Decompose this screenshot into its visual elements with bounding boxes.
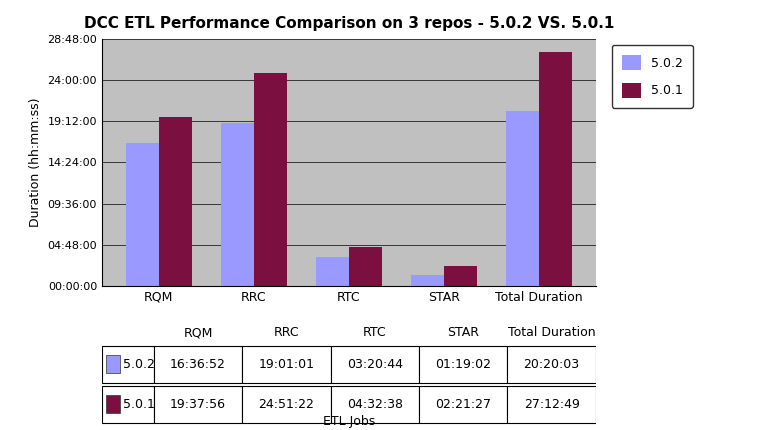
Bar xyxy=(159,117,192,286)
Text: 16:36:52: 16:36:52 xyxy=(170,358,226,371)
Bar xyxy=(331,346,419,383)
Bar xyxy=(444,266,477,286)
Text: 03:20:44: 03:20:44 xyxy=(347,358,403,371)
Bar xyxy=(106,396,120,414)
Text: 20:20:03: 20:20:03 xyxy=(524,358,579,371)
Bar xyxy=(102,346,154,383)
Legend: 5.0.2, 5.0.1: 5.0.2, 5.0.1 xyxy=(612,45,692,108)
Bar xyxy=(106,355,120,373)
Bar xyxy=(254,73,287,286)
Bar xyxy=(242,386,331,423)
Text: RTC: RTC xyxy=(363,326,387,339)
Bar xyxy=(507,386,596,423)
Bar xyxy=(154,386,242,423)
Bar xyxy=(411,275,444,286)
Text: 24:51:22: 24:51:22 xyxy=(259,398,314,411)
Text: RQM: RQM xyxy=(183,326,212,339)
Bar xyxy=(349,247,382,286)
Text: RRC: RRC xyxy=(274,326,299,339)
Text: STAR: STAR xyxy=(447,326,479,339)
Text: 02:21:27: 02:21:27 xyxy=(435,398,492,411)
Bar xyxy=(539,52,572,286)
Bar xyxy=(316,257,349,286)
Text: 5.0.2: 5.0.2 xyxy=(122,358,154,371)
Text: 27:12:49: 27:12:49 xyxy=(524,398,579,411)
Bar xyxy=(102,386,154,423)
Text: 01:19:02: 01:19:02 xyxy=(435,358,492,371)
Title: DCC ETL Performance Comparison on 3 repos - 5.0.2 VS. 5.0.1: DCC ETL Performance Comparison on 3 repo… xyxy=(84,15,614,31)
Text: ETL Jobs: ETL Jobs xyxy=(323,415,375,428)
Bar xyxy=(220,123,254,286)
Text: 19:01:01: 19:01:01 xyxy=(259,358,314,371)
Bar xyxy=(125,143,159,286)
Bar xyxy=(506,111,539,286)
Y-axis label: Duration (hh:mm:ss): Duration (hh:mm:ss) xyxy=(29,98,42,227)
Bar xyxy=(419,386,507,423)
Bar xyxy=(242,346,331,383)
Text: 04:32:38: 04:32:38 xyxy=(347,398,403,411)
Text: Total Duration: Total Duration xyxy=(508,326,595,339)
Text: 5.0.1: 5.0.1 xyxy=(122,398,154,411)
Text: 19:37:56: 19:37:56 xyxy=(170,398,226,411)
Bar xyxy=(507,346,596,383)
Bar xyxy=(154,346,242,383)
Bar xyxy=(331,386,419,423)
Bar xyxy=(419,346,507,383)
